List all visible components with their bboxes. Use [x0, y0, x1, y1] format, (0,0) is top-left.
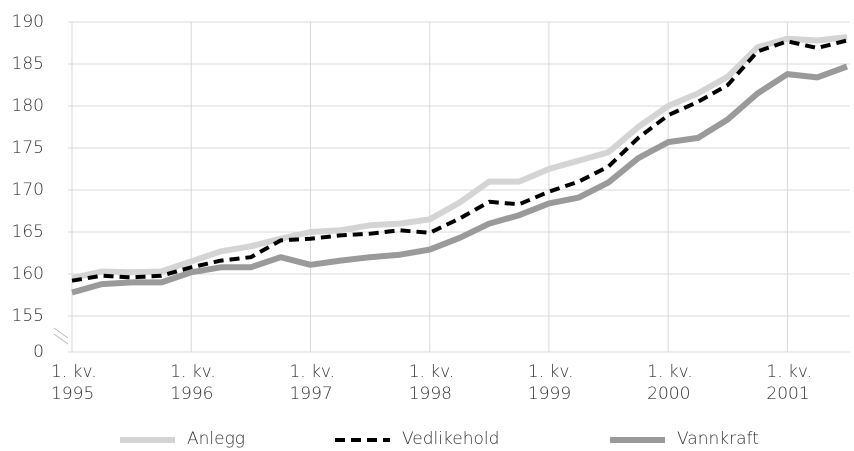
series-line [71, 63, 849, 296]
x-tick-label-line: 1. kv. [766, 362, 812, 382]
x-tick-label-line: 1. kv. [409, 362, 455, 382]
axis-break [53, 327, 69, 345]
series-line [71, 34, 848, 282]
x-tick-label: 1. kv. 1998 [409, 362, 455, 404]
x-tick-label-line: 1995 [51, 384, 94, 404]
y-tick-label: 0 [33, 342, 44, 362]
legend-label: Anlegg [187, 429, 245, 449]
x-tick-label-line: 1. kv. [51, 362, 97, 382]
y-tick-label: 165 [12, 222, 44, 242]
x-tick-label-line: 1998 [409, 384, 452, 404]
x-tick-label-line: 1999 [528, 384, 571, 404]
x-tick-label-line: 2000 [647, 384, 690, 404]
y-tick-label: 170 [12, 180, 44, 200]
x-tick-label: 1. kv. 1996 [170, 362, 216, 404]
x-tick-label-line: 1996 [170, 384, 213, 404]
x-tick-label-line: 1997 [289, 384, 332, 404]
x-tick-label-line: 1. kv. [289, 362, 335, 382]
x-tick-label: 1. kv. 1997 [289, 362, 335, 404]
y-tick-label: 155 [12, 306, 44, 326]
y-tick-label: 180 [12, 96, 44, 116]
y-tick-label: 160 [12, 264, 44, 284]
legend-label: Vannkraft [677, 429, 759, 449]
x-tick-label-line: 1. kv. [528, 362, 574, 382]
x-tick-label-line: 1. kv. [647, 362, 693, 382]
y-tick-label: 190 [12, 12, 44, 32]
x-tick-label: 1. kv. 2000 [647, 362, 693, 404]
x-tick-label: 1. kv. 1999 [528, 362, 574, 404]
x-tick-label-line: 2001 [766, 384, 809, 404]
y-tick-label: 175 [12, 138, 44, 158]
x-tick-label: 1. kv. 1995 [51, 362, 97, 404]
legend-label: Vedlikehold [402, 429, 499, 449]
x-tick-label-line: 1. kv. [170, 362, 216, 382]
x-tick-label: 1. kv. 2001 [766, 362, 812, 404]
y-tick-label: 185 [12, 54, 44, 74]
series-line [71, 38, 848, 283]
